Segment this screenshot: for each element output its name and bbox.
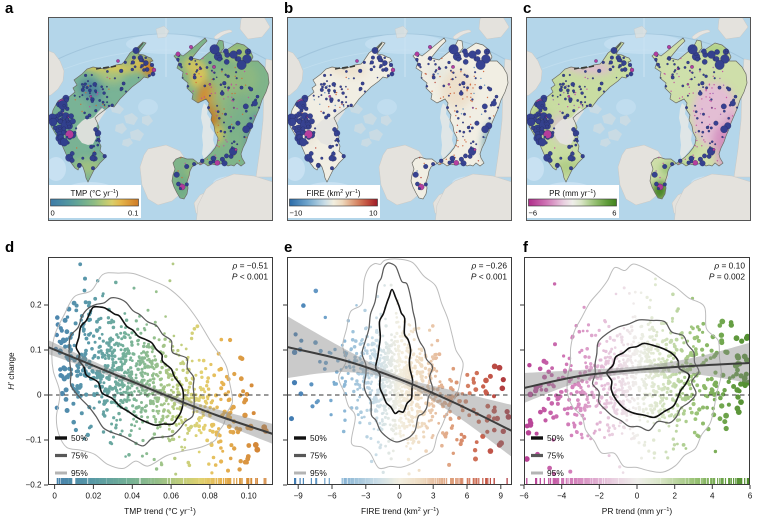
svg-text:TMP trend (°C yr−1): TMP trend (°C yr−1) <box>124 506 196 516</box>
svg-text:0.1: 0.1 <box>30 346 42 355</box>
svg-text:0.1: 0.1 <box>128 209 139 218</box>
svg-text:0: 0 <box>37 391 42 400</box>
svg-text:95%: 95% <box>310 468 327 478</box>
svg-text:P < 0.001: P < 0.001 <box>232 272 268 282</box>
svg-text:3: 3 <box>431 492 436 501</box>
svg-text:ρ = −0.26: ρ = −0.26 <box>470 261 507 271</box>
svg-text:0: 0 <box>52 492 57 501</box>
svg-text:−3: −3 <box>361 492 371 501</box>
svg-text:0.2: 0.2 <box>30 301 42 310</box>
svg-text:d: d <box>5 239 14 256</box>
svg-text:−6: −6 <box>327 492 337 501</box>
svg-text:−0.1: −0.1 <box>26 436 42 445</box>
svg-text:0.08: 0.08 <box>202 492 218 501</box>
svg-text:FIRE trend (km2 yr−1): FIRE trend (km2 yr−1) <box>361 506 439 516</box>
svg-text:10: 10 <box>369 209 377 218</box>
svg-text:0: 0 <box>51 209 55 218</box>
svg-text:−10: −10 <box>290 209 303 218</box>
svg-text:P < 0.001: P < 0.001 <box>471 272 507 282</box>
svg-text:ρ = −0.51: ρ = −0.51 <box>231 261 268 271</box>
svg-text:a: a <box>5 0 14 17</box>
svg-text:6: 6 <box>612 209 616 218</box>
svg-text:0.10: 0.10 <box>241 492 257 501</box>
svg-text:0.02: 0.02 <box>86 492 102 501</box>
svg-text:50%: 50% <box>71 433 88 443</box>
svg-text:75%: 75% <box>310 451 327 461</box>
svg-text:6: 6 <box>465 492 470 501</box>
svg-text:9: 9 <box>499 492 504 501</box>
svg-text:−9: −9 <box>294 492 304 501</box>
svg-text:50%: 50% <box>310 433 327 443</box>
svg-text:−0.2: −0.2 <box>26 481 42 490</box>
svg-text:0.06: 0.06 <box>163 492 179 501</box>
svg-text:75%: 75% <box>71 451 88 461</box>
svg-text:b: b <box>284 0 293 17</box>
svg-text:−6: −6 <box>529 209 538 218</box>
svg-text:c: c <box>523 0 531 17</box>
svg-text:0.04: 0.04 <box>124 492 140 501</box>
svg-text:95%: 95% <box>71 468 88 478</box>
svg-text:e: e <box>284 239 292 256</box>
svg-text:0: 0 <box>397 492 402 501</box>
